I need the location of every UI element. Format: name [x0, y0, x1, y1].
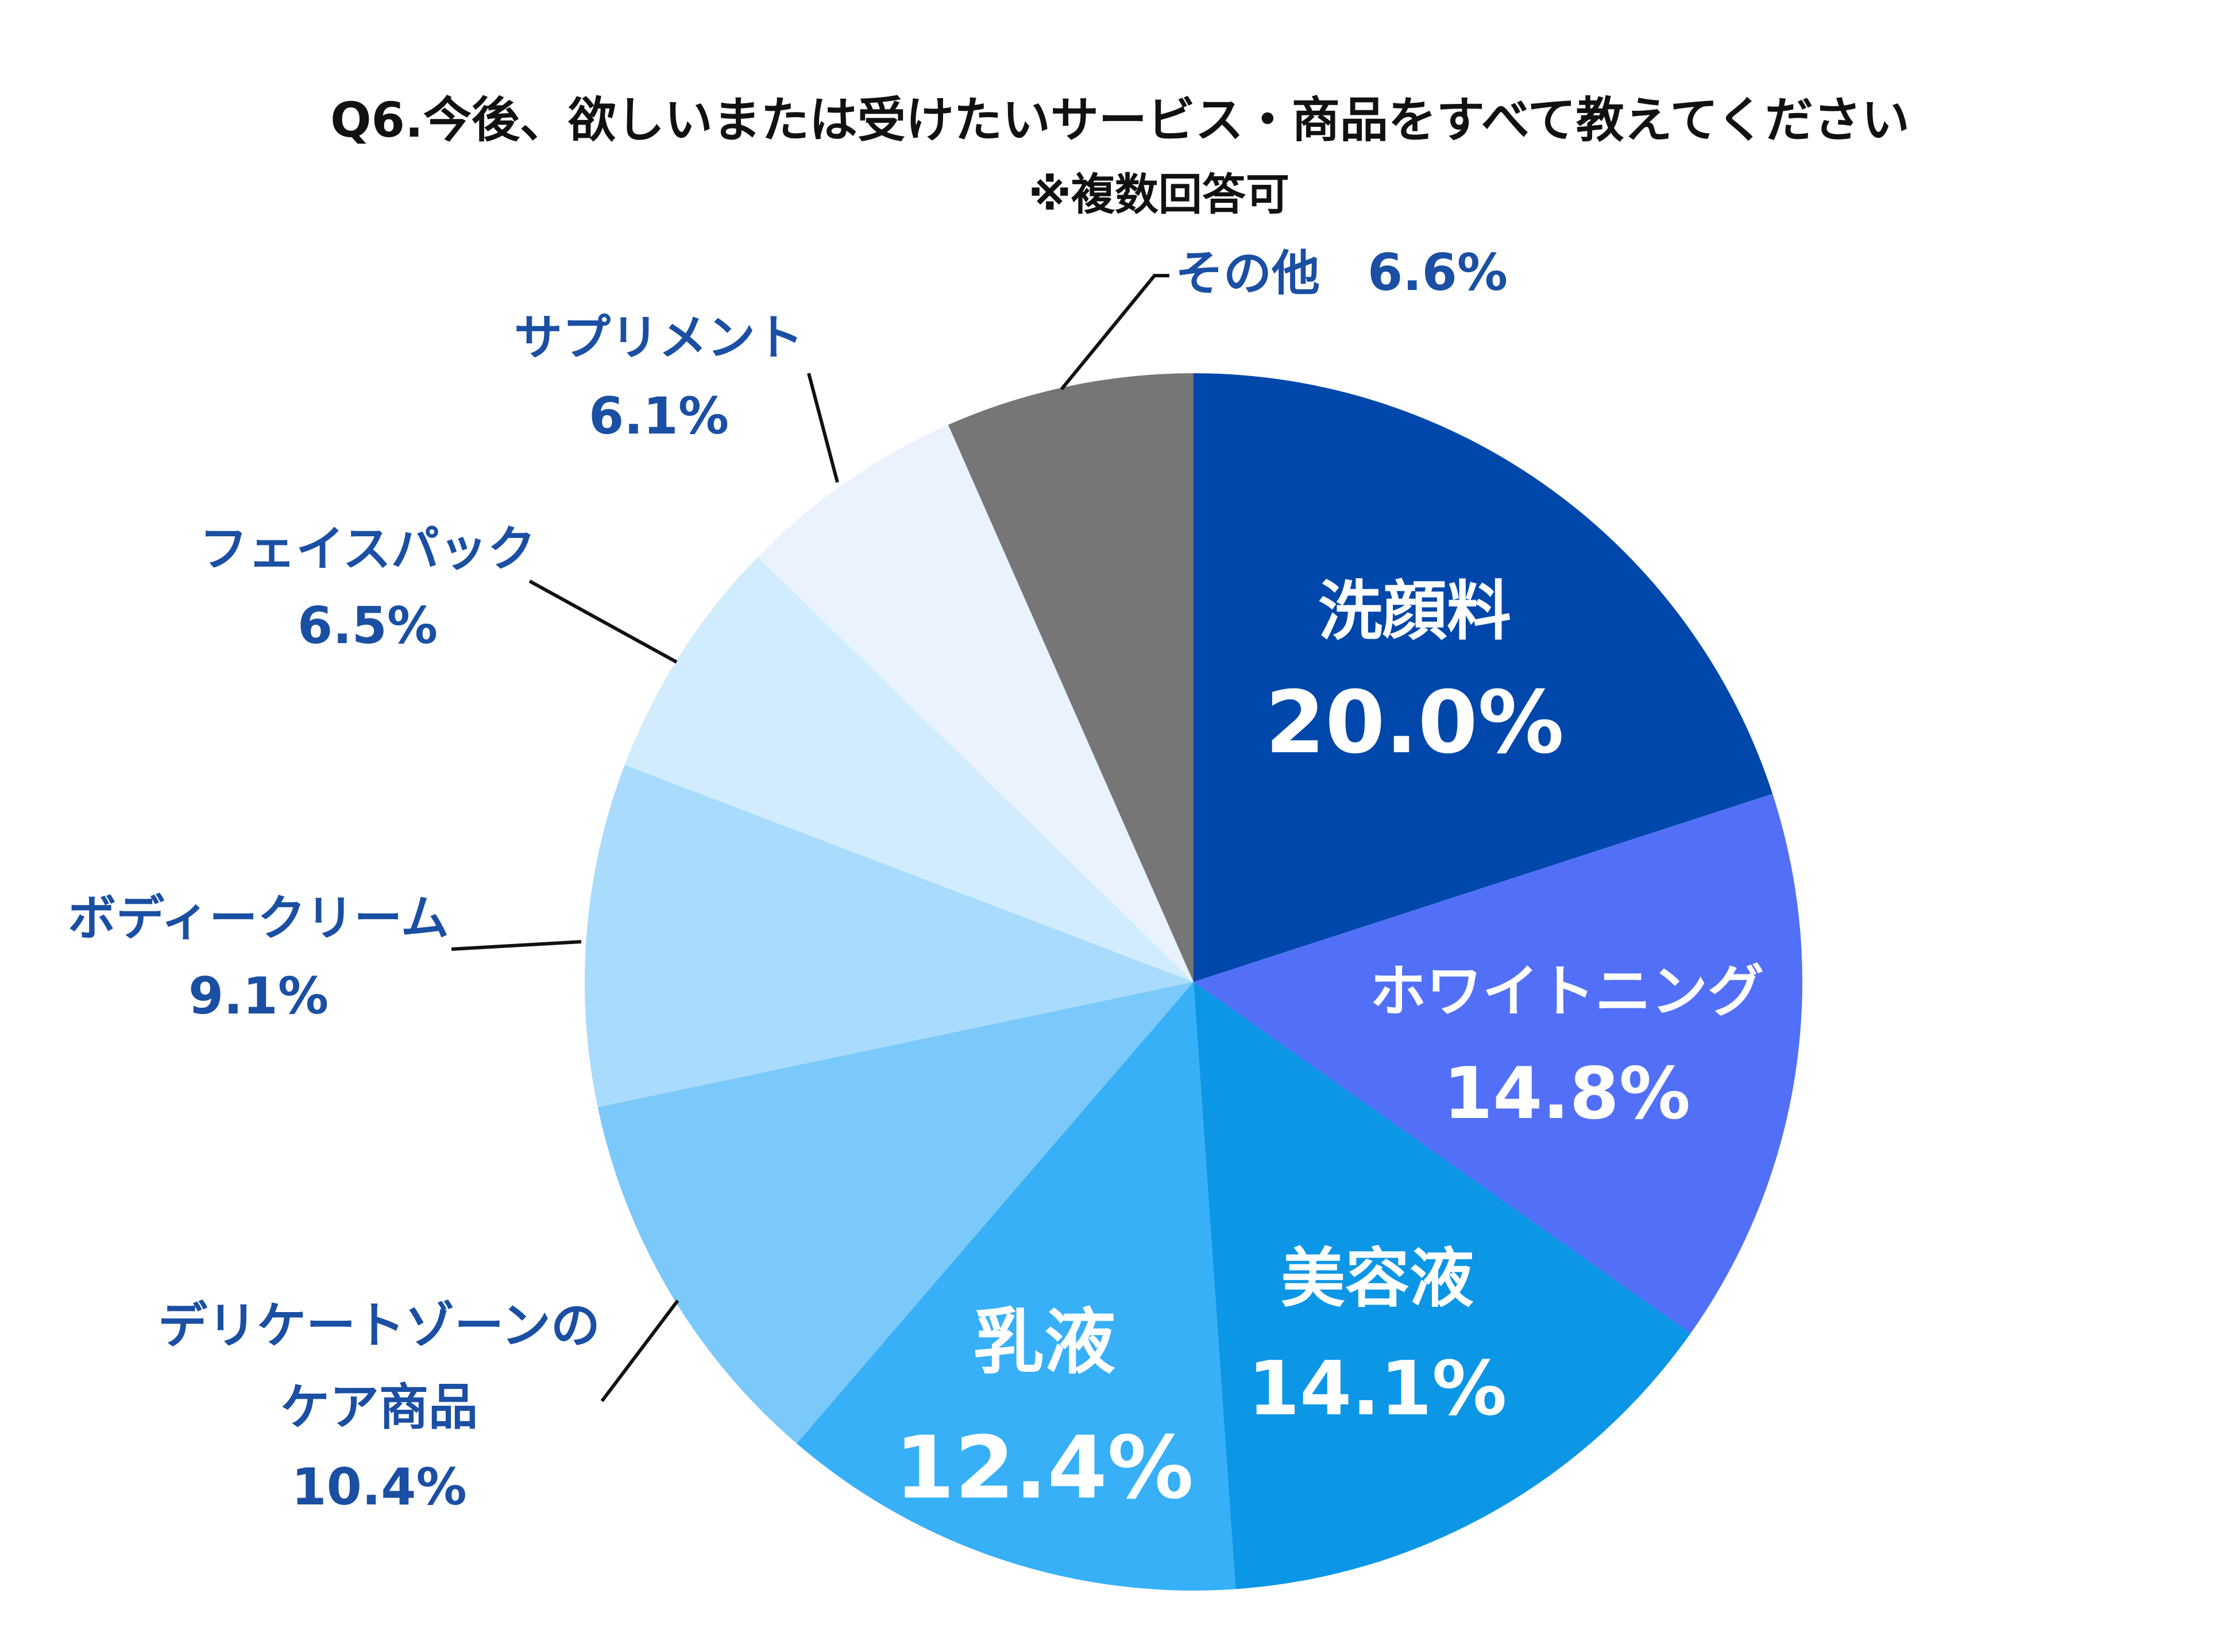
label-facepack-value: 6.5% [298, 596, 438, 655]
label-bodycream-name: ボディークリーム [68, 890, 449, 946]
label-sonota-name: その他 [1175, 245, 1320, 301]
label-bodycream-value: 9.1% [188, 966, 329, 1026]
leader-line-bodycream [451, 940, 582, 951]
pie-slice-7 [758, 424, 1194, 982]
label-supplement-value: 6.1% [589, 386, 729, 446]
label-nyueki-name: 乳液 [973, 1301, 1115, 1384]
pie-slice-8 [948, 373, 1194, 982]
label-whitening-value: 14.8% [1443, 1053, 1690, 1135]
label-senganryo-value: 20.0% [1265, 673, 1564, 773]
label-senganryo-name: 洗顔料 [1318, 574, 1511, 649]
pie-slice-4 [597, 982, 1194, 1444]
label-nyueki-value: 12.4% [895, 1418, 1194, 1518]
label-delicate-name-line2: ケア商品 [280, 1379, 478, 1436]
leader-line-delicate [600, 1299, 679, 1402]
label-delicate-name-line1: デリケートゾーンの [158, 1297, 600, 1355]
leader-line-facepack [528, 579, 678, 664]
label-supplement-name: サプリメント [514, 309, 804, 366]
leader-lines [451, 274, 1169, 1402]
pie-slice-5 [585, 765, 1194, 1108]
label-sonota-value: 6.6% [1368, 243, 1508, 302]
pie-slice-1 [1194, 794, 1802, 1334]
label-biyoeki-value: 14.1% [1248, 1345, 1507, 1432]
pie-slices [585, 373, 1802, 1591]
chart-subtitle: ※複数回答可 [1029, 169, 1289, 220]
leader-line-supplement [807, 373, 839, 483]
leader-line-sonota [1060, 274, 1169, 390]
label-facepack-name: フェイスパック [199, 521, 535, 577]
pie-slice-3 [797, 982, 1236, 1591]
label-delicate-value: 10.4% [291, 1457, 466, 1516]
chart-title: Q6.今後、欲しいまたは受けたいサービス・商品をすべて教えてください [330, 92, 1910, 148]
pie-slice-6 [624, 556, 1194, 982]
label-whitening-name: ホワイトニング [1370, 959, 1764, 1024]
pie-slice-2 [1194, 982, 1691, 1589]
label-biyoeki-name: 美容液 [1281, 1241, 1474, 1316]
slice-labels: 洗顔料 20.0% ホワイトニング 14.8% 美容液 14.1% 乳液 12.… [68, 243, 1764, 1518]
pie-slice-0 [1194, 373, 1773, 982]
